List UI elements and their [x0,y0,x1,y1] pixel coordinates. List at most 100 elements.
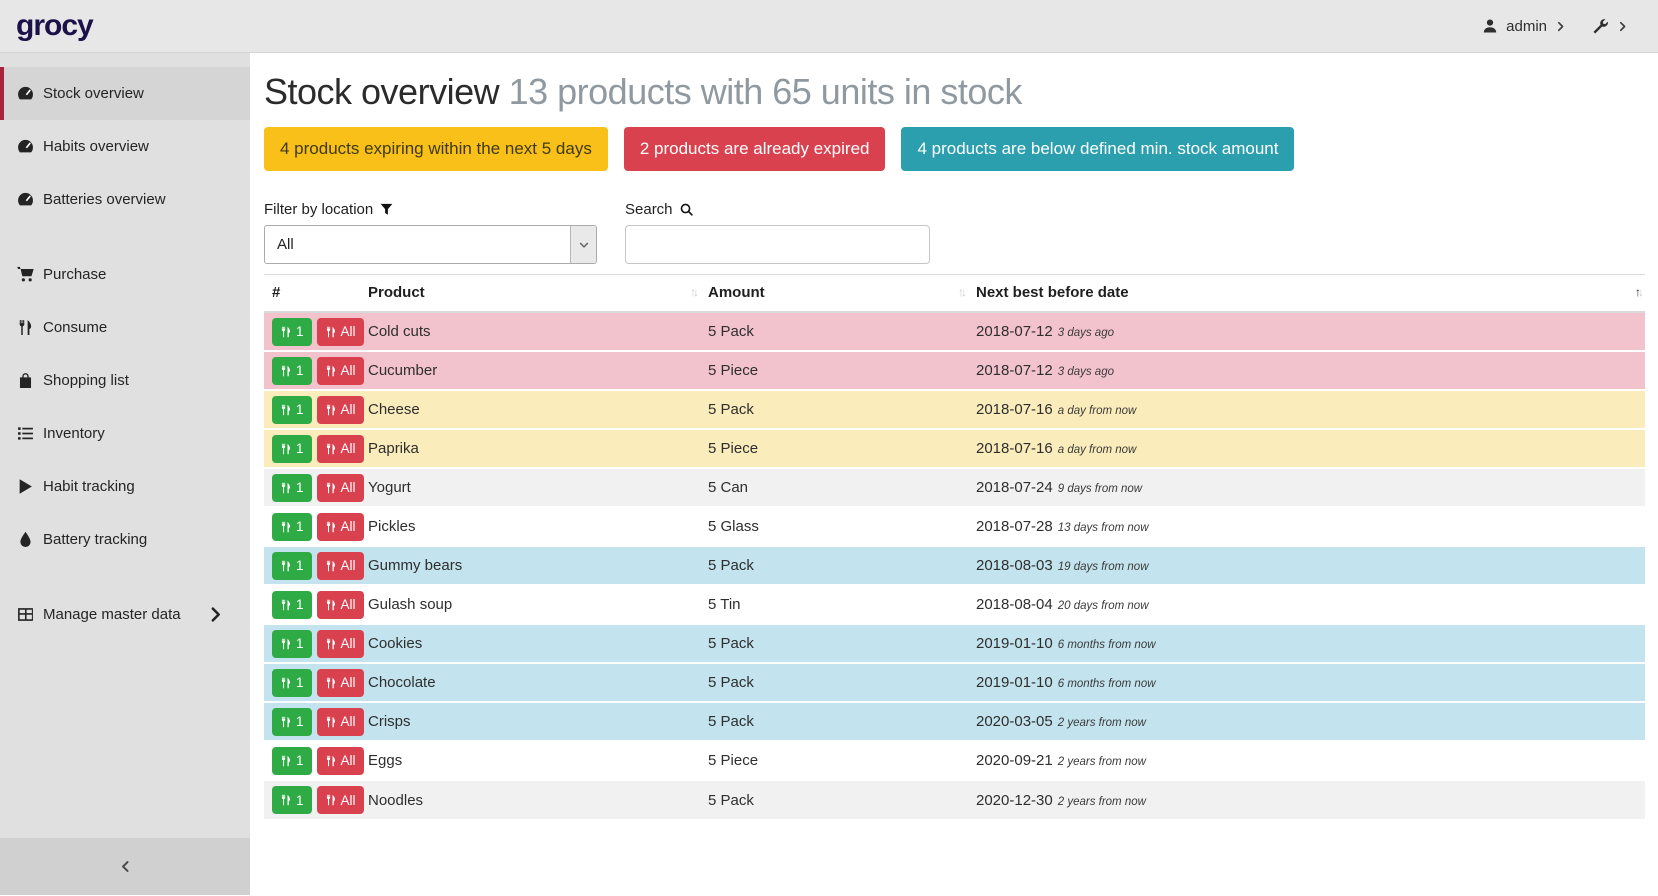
sidebar-item-label: Battery tracking [43,531,148,548]
column-header-product[interactable]: Product ↑↓ [360,274,700,313]
gauge-icon [17,138,34,155]
expired-badge[interactable]: 2 products are already expired [623,127,886,171]
chevron-right-icon [1617,21,1628,32]
consume-one-button[interactable]: 1 [272,512,312,541]
consume-all-button[interactable]: All [316,317,364,346]
chevron-right-icon [1555,21,1566,32]
chevron-left-icon [119,860,132,873]
utensils-icon [280,599,292,611]
sidebar-item-label: Habit tracking [43,478,135,495]
utensils-icon [325,482,337,494]
consume-all-button[interactable]: All [316,473,364,502]
sidebar-item-battery-tracking[interactable]: Battery tracking [0,513,250,566]
consume-all-button[interactable]: All [316,551,364,580]
settings-menu[interactable] [1592,18,1628,35]
sidebar-item-shopping-list[interactable]: Shopping list [0,354,250,407]
product-cell: Cold cuts [368,323,431,340]
sidebar-item-label: Batteries overview [43,191,166,208]
consume-one-button[interactable]: 1 [272,668,312,697]
sidebar-item-stock-overview[interactable]: Stock overview [0,67,250,120]
sidebar-item-batteries-overview[interactable]: Batteries overview [0,173,250,226]
utensils-icon [280,365,292,377]
consume-all-button[interactable]: All [316,629,364,658]
consume-one-button[interactable]: 1 [272,629,312,658]
sidebar-item-consume[interactable]: Consume [0,301,250,354]
sidebar-item-purchase[interactable]: Purchase [0,248,250,301]
stock-row-gummy-bears: 1 All Gummy bears 5 Pack 2018-08-03 19 days f… [264,546,1645,585]
consume-all-button[interactable]: All [316,590,364,619]
utensils-icon [325,716,337,728]
sidebar-item-label: Purchase [43,266,107,283]
expiring-badge[interactable]: 4 products expiring within the next 5 da… [264,127,608,171]
stock-row-cheese: 1 All Cheese 5 Pack 2018-07-16 a day from now [264,390,1645,429]
search-input[interactable] [625,225,930,264]
date-cell: 2019-01-10 6 months from now [976,635,1156,652]
utensils-icon [325,599,337,611]
date-cell: 2018-07-12 3 days ago [976,362,1114,379]
consume-one-button[interactable]: 1 [272,395,312,424]
column-header-next-best-before-date[interactable]: Next best before date ↑↓ [968,274,1645,313]
consume-one-button[interactable]: 1 [272,746,312,775]
sidebar-collapse-button[interactable] [0,838,250,895]
user-menu[interactable]: admin [1482,18,1566,35]
sidebar-item-inventory[interactable]: Inventory [0,407,250,460]
actions-cell: 1 All [264,585,364,624]
amount-cell: 5 Piece [708,440,759,457]
consume-one-button[interactable]: 1 [272,551,312,580]
stock-table-body: 1 All Cold cuts 5 Pack 2018-07-12 3 days ago 1… [264,312,1645,819]
date-cell: 2019-01-10 6 months from now [976,674,1156,691]
utensils-icon [280,443,292,455]
consume-one-button[interactable]: 1 [272,707,312,736]
page-title-text: Stock overview [264,71,500,112]
consume-all-button[interactable]: All [316,395,364,424]
actions-cell: 1 All [264,546,364,585]
amount-cell: 5 Piece [708,362,759,379]
sort-icon: ↑↓ [958,285,967,299]
stock-row-pickles: 1 All Pickles 5 Glass 2018-07-28 13 days from… [264,507,1645,546]
stock-row-paprika: 1 All Paprika 5 Piece 2018-07-16 a day from n… [264,429,1645,468]
app-logo[interactable]: grocy [16,9,94,42]
stock-row-noodles: 1 All Noodles 5 Pack 2020-12-30 2 years from … [264,780,1645,819]
consume-one-button[interactable]: 1 [272,317,312,346]
amount-cell: 5 Can [708,479,749,496]
amount-cell: 5 Pack [708,557,754,574]
sidebar-item-habits-overview[interactable]: Habits overview [0,120,250,173]
utensils-icon [325,326,337,338]
consume-one-button[interactable]: 1 [272,473,312,502]
stock-row-chocolate: 1 All Chocolate 5 Pack 2019-01-10 6 months fr… [264,663,1645,702]
page-subtitle: 13 products with 65 units in stock [508,71,1023,112]
sidebar-item-habit-tracking[interactable]: Habit tracking [0,460,250,513]
consume-all-button[interactable]: All [316,786,364,814]
consume-one-button[interactable]: 1 [272,590,312,619]
sidebar-nav: Stock overview Habits overview Batteries o… [0,53,250,838]
location-select[interactable]: All [264,225,597,264]
product-cell: Gulash soup [368,596,453,613]
main-content: Stock overview 13 products with 65 units… [250,53,1658,895]
column-header-number: # [264,274,360,313]
amount-cell: 5 Pack [708,323,754,340]
consume-all-button[interactable]: All [316,746,364,775]
consume-all-button[interactable]: All [316,668,364,697]
actions-cell: 1 All [264,312,364,351]
select-dropdown-button[interactable] [570,226,596,263]
location-select-value: All [277,236,294,253]
below-min-stock-badge[interactable]: 4 products are below defined min. stock … [901,127,1295,171]
consume-all-button[interactable]: All [316,707,364,736]
consume-one-button[interactable]: 1 [272,786,312,814]
column-header-amount[interactable]: Amount ↑↓ [700,274,968,313]
sidebar-item-label: Habits overview [43,138,149,155]
consume-all-button[interactable]: All [316,434,364,463]
utensils-icon [325,755,337,767]
product-cell: Gummy bears [368,557,463,574]
consume-one-button[interactable]: 1 [272,434,312,463]
product-cell: Cucumber [368,362,438,379]
consume-all-button[interactable]: All [316,512,364,541]
consume-one-button[interactable]: 1 [272,356,312,385]
consume-all-button[interactable]: All [316,356,364,385]
amount-cell: 5 Tin [708,596,741,613]
utensils-icon [325,365,337,377]
date-cell: 2018-07-16 a day from now [976,401,1137,418]
sidebar-item-label: Shopping list [43,372,129,389]
sidebar-item-manage-master-data[interactable]: Manage master data [0,588,250,641]
utensils-icon [280,794,292,806]
